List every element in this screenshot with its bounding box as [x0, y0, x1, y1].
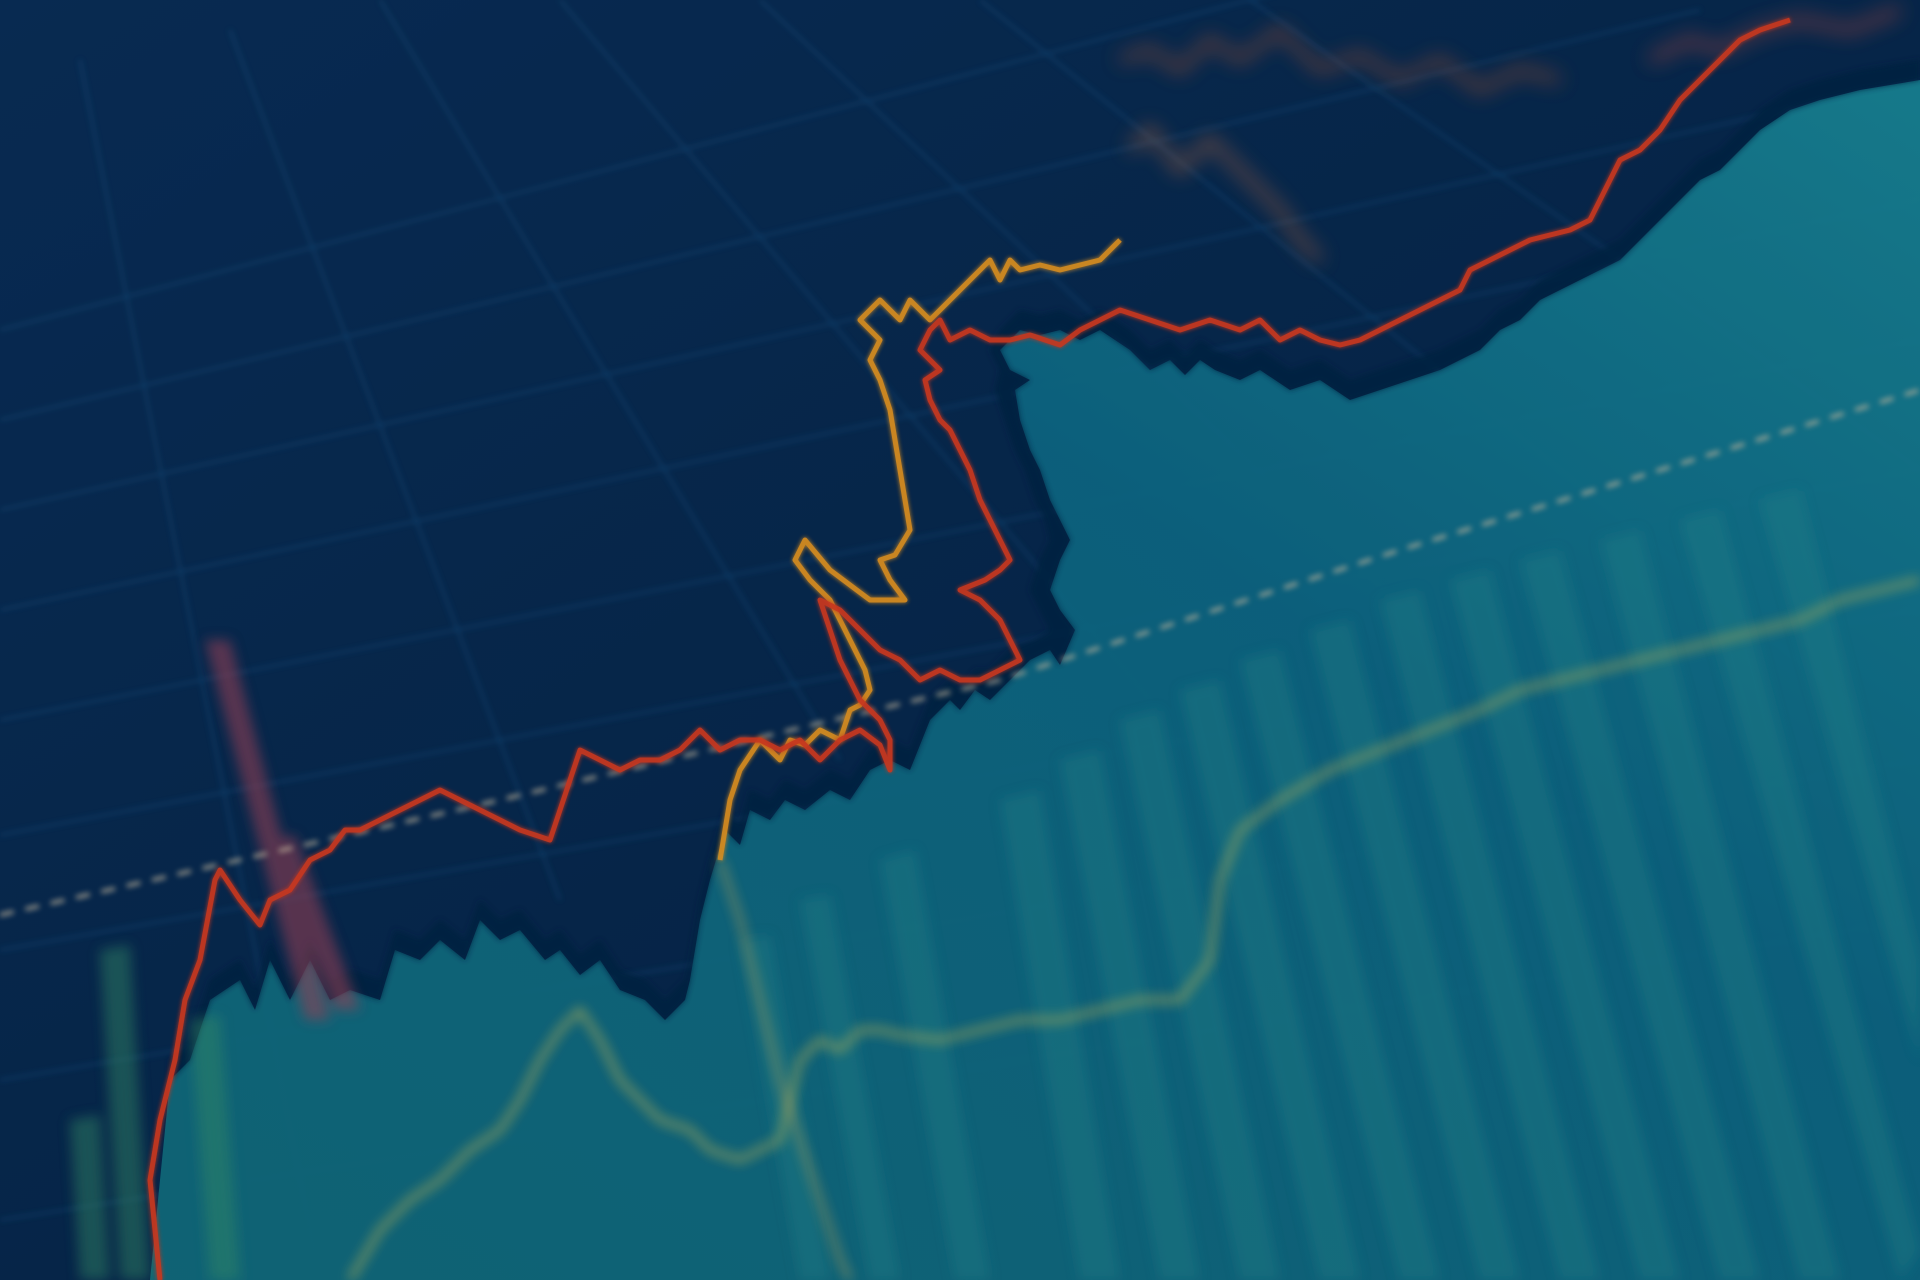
red-volume-bars [205, 640, 360, 1020]
teal-volume-bars [740, 490, 1920, 1280]
red-price-line [147, 17, 1791, 1280]
trend-line-pale [717, 859, 853, 1280]
green-volume-bars [70, 945, 240, 1280]
orange-price-line [717, 238, 1122, 861]
trend-line-yellow-green [347, 577, 1920, 1280]
shadow-band [170, 60, 1920, 1080]
volume-bars [70, 490, 1920, 1280]
dashed-reference-line [0, 388, 1920, 917]
teal-area-fill [150, 80, 1920, 1280]
